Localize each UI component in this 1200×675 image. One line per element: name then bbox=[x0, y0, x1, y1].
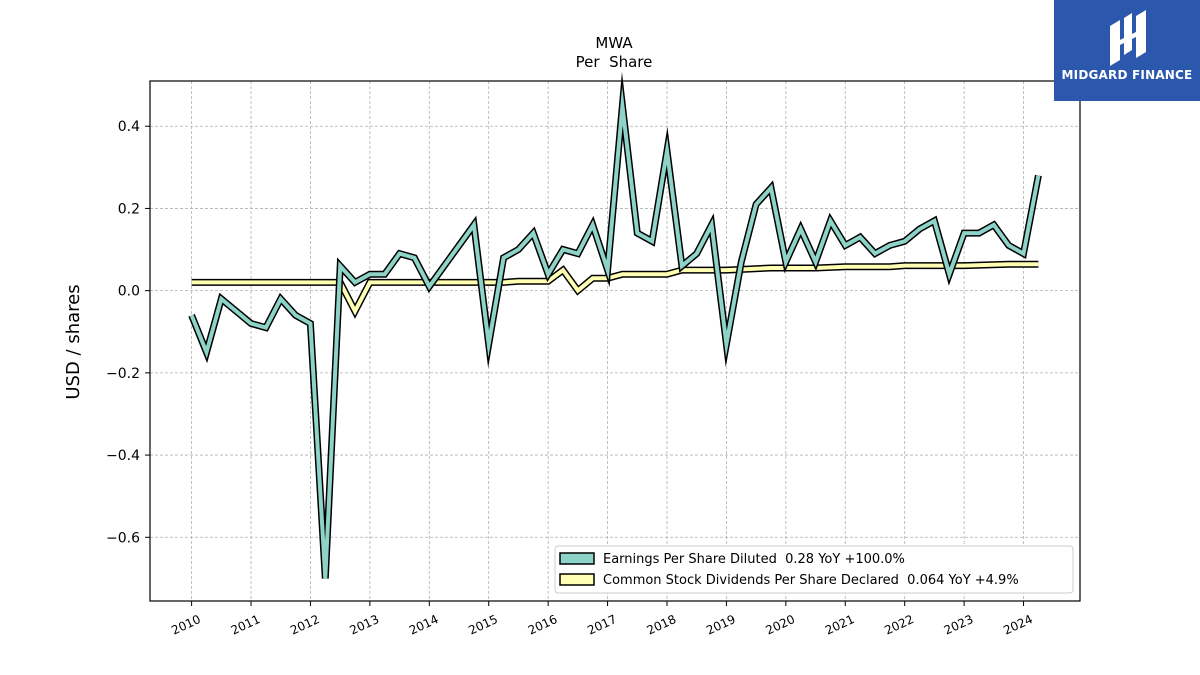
y-tick-label: 0.4 bbox=[118, 119, 140, 135]
x-tick-label: 2010 bbox=[169, 612, 203, 638]
series-line-common-stock-dividends-per-share-declared bbox=[191, 262, 1039, 316]
series-line-earnings-per-share-diluted bbox=[189, 86, 1041, 579]
chart-subtitle: Per Share bbox=[576, 53, 653, 71]
x-tick-label: 2015 bbox=[466, 612, 500, 638]
x-tick-label: 2016 bbox=[526, 612, 560, 638]
legend-box bbox=[554, 545, 1074, 594]
y-axis-label: USD / shares bbox=[63, 284, 84, 399]
logo-text: MIDGARD FINANCE bbox=[1061, 68, 1193, 82]
x-tick-label: 2024 bbox=[1001, 612, 1035, 638]
midgard-logo-icon bbox=[1110, 10, 1146, 66]
y-axis: 0.4 0.2 0.0 −0.2 −0.4 −0.6 bbox=[106, 119, 150, 546]
midgard-finance-logo: MIDGARD FINANCE bbox=[1054, 0, 1200, 101]
x-tick-label: 2022 bbox=[882, 612, 916, 638]
series-lines bbox=[188, 71, 1042, 579]
y-tick-label: −0.6 bbox=[106, 530, 140, 546]
x-tick-label: 2020 bbox=[764, 612, 798, 638]
x-tick-label: 2023 bbox=[942, 612, 976, 638]
x-tick-label: 2017 bbox=[585, 612, 619, 638]
series-outline-common-stock-dividends-per-share-declared bbox=[191, 260, 1039, 319]
x-tick-label: 2013 bbox=[348, 612, 382, 638]
legend: Earnings Per Share Diluted 0.28 YoY +100… bbox=[554, 545, 1074, 594]
x-axis: 2010 2011 2012 2013 2014 2015 2016 2017 2018 2019… bbox=[169, 601, 1035, 638]
x-tick-label: 2018 bbox=[645, 612, 679, 638]
chart-title: MWA bbox=[595, 34, 633, 52]
x-tick-label: 2014 bbox=[407, 612, 441, 638]
y-tick-label: −0.4 bbox=[106, 448, 140, 464]
plot-frame bbox=[149, 80, 1081, 602]
x-tick-label: 2021 bbox=[823, 612, 857, 638]
legend-swatch-dividends bbox=[559, 573, 595, 586]
x-tick-label: 2019 bbox=[704, 612, 738, 638]
legend-label-eps: Earnings Per Share Diluted 0.28 YoY +100… bbox=[603, 552, 905, 567]
legend-label-dividends: Common Stock Dividends Per Share Declare… bbox=[603, 573, 1019, 588]
x-tick-label: 2012 bbox=[288, 612, 322, 638]
x-tick-label: 2011 bbox=[229, 612, 263, 638]
y-tick-label: 0.2 bbox=[118, 201, 140, 217]
y-tick-label: −0.2 bbox=[106, 366, 140, 382]
legend-swatch-eps bbox=[559, 552, 595, 565]
y-tick-label: 0.0 bbox=[118, 284, 140, 300]
